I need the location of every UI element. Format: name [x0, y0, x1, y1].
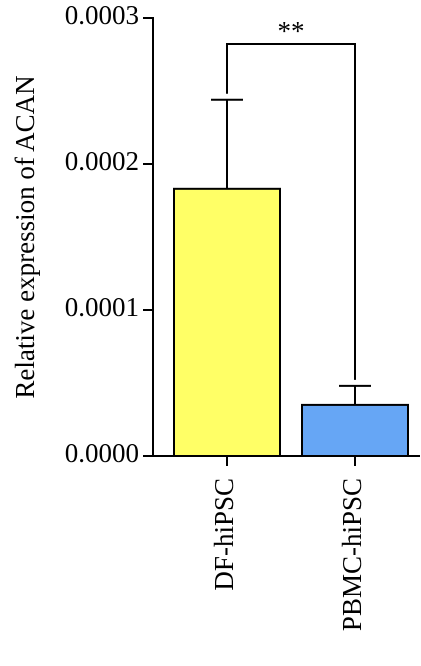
y-tick-label: 0.0002: [65, 146, 139, 176]
x-tick-label: PBMC-hiPSC: [337, 478, 367, 631]
significance-label: **: [278, 16, 305, 46]
y-tick-label: 0.0000: [65, 438, 139, 468]
x-tick-label: DF-hiPSC: [209, 478, 239, 591]
y-tick-label: 0.0001: [65, 292, 139, 322]
y-tick-label: 0.0003: [65, 0, 139, 30]
significance-bracket: [226, 43, 356, 380]
bar: [173, 187, 281, 457]
bar: [301, 403, 409, 457]
y-axis-label: Relative expression of ACAN: [10, 75, 40, 398]
